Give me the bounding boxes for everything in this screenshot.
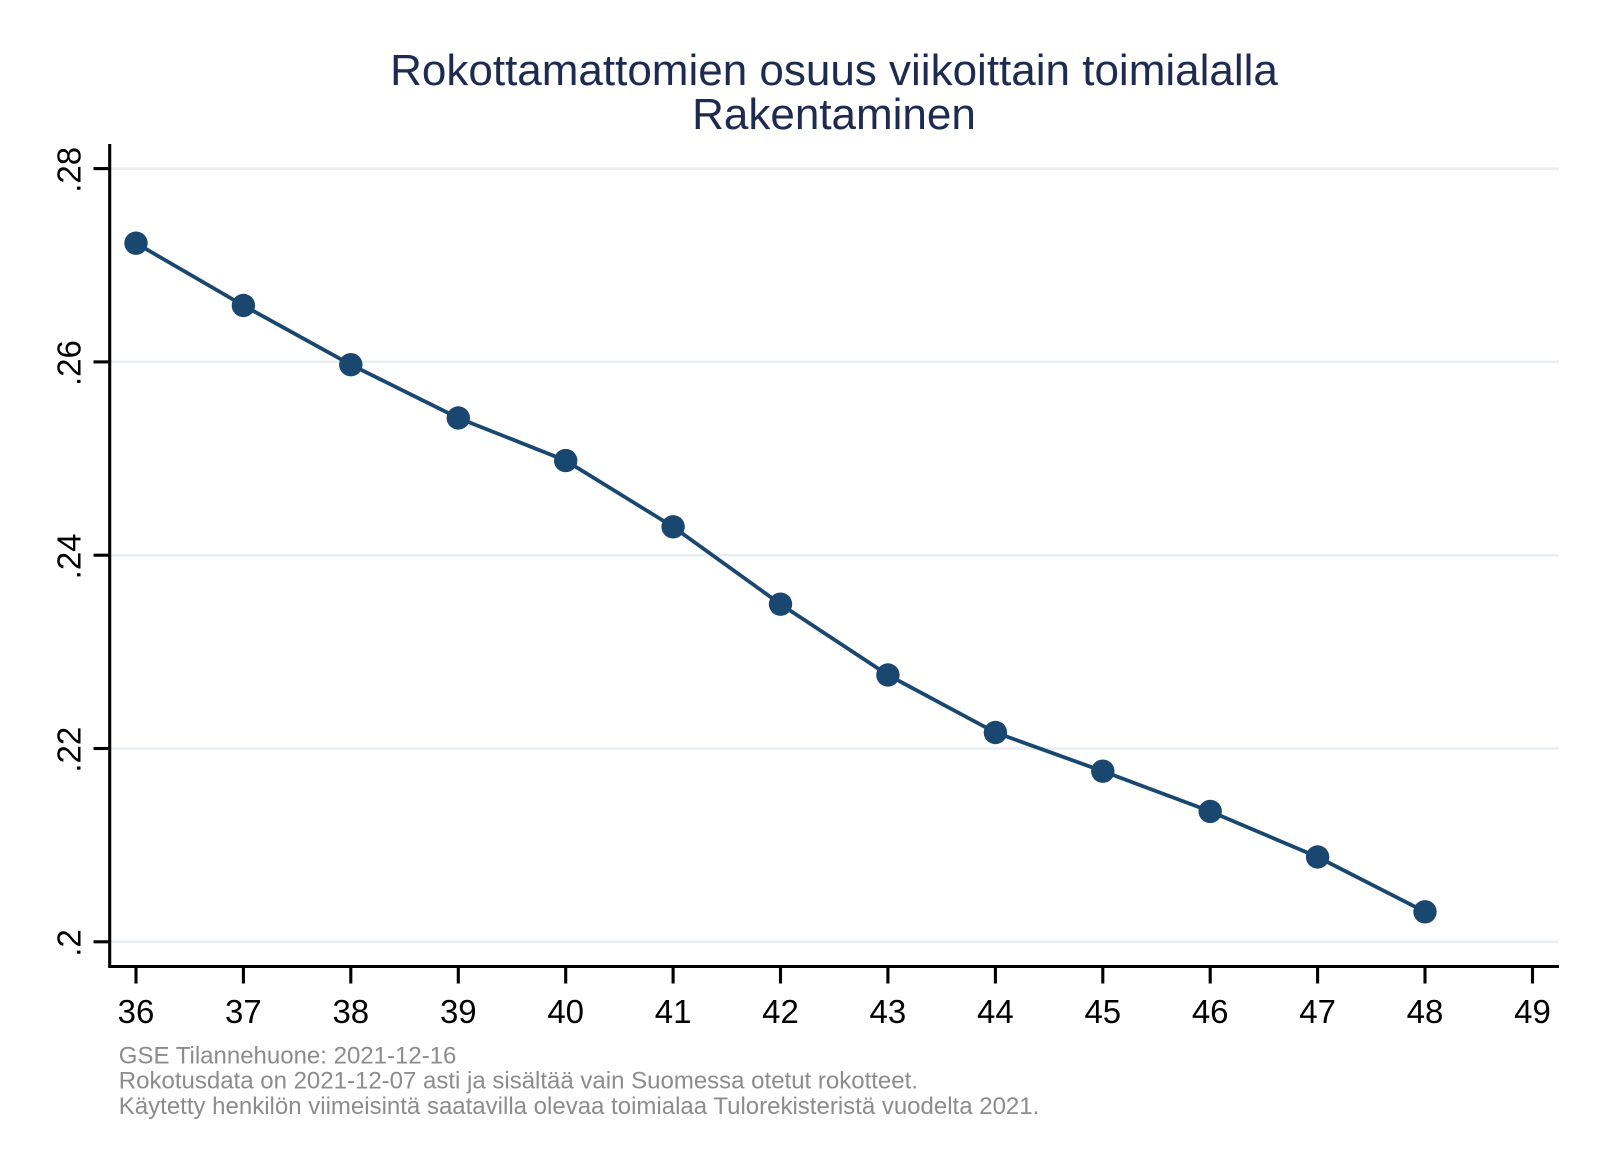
svg-text:39: 39 bbox=[440, 993, 477, 1030]
svg-text:36: 36 bbox=[118, 993, 155, 1030]
svg-text:38: 38 bbox=[332, 993, 369, 1030]
svg-text:.26: .26 bbox=[51, 340, 88, 386]
svg-text:47: 47 bbox=[1299, 993, 1336, 1030]
svg-text:41: 41 bbox=[655, 993, 692, 1030]
svg-text:.24: .24 bbox=[51, 533, 88, 579]
svg-text:42: 42 bbox=[762, 993, 799, 1030]
svg-text:46: 46 bbox=[1192, 993, 1229, 1030]
svg-text:43: 43 bbox=[870, 993, 907, 1030]
svg-text:.28: .28 bbox=[51, 147, 88, 193]
svg-text:49: 49 bbox=[1514, 993, 1551, 1030]
svg-text:.22: .22 bbox=[51, 727, 88, 773]
svg-text:Käytetty henkilön viimeisintä: Käytetty henkilön viimeisintä saatavilla… bbox=[119, 1093, 1040, 1120]
svg-text:45: 45 bbox=[1084, 993, 1121, 1030]
svg-text:48: 48 bbox=[1407, 993, 1444, 1030]
svg-text:Rokotusdata on 2021-12-07 asti: Rokotusdata on 2021-12-07 asti ja sisält… bbox=[119, 1068, 918, 1095]
svg-text:40: 40 bbox=[547, 993, 584, 1030]
svg-text:37: 37 bbox=[225, 993, 262, 1030]
svg-text:Rakentaminen: Rakentaminen bbox=[692, 90, 976, 139]
svg-text:GSE Tilannehuone: 2021-12-16: GSE Tilannehuone: 2021-12-16 bbox=[119, 1042, 457, 1069]
svg-text:.2: .2 bbox=[51, 929, 88, 957]
svg-text:44: 44 bbox=[977, 993, 1014, 1030]
svg-text:Rokottamattomien osuus viikoit: Rokottamattomien osuus viikoittain toimi… bbox=[390, 46, 1278, 95]
